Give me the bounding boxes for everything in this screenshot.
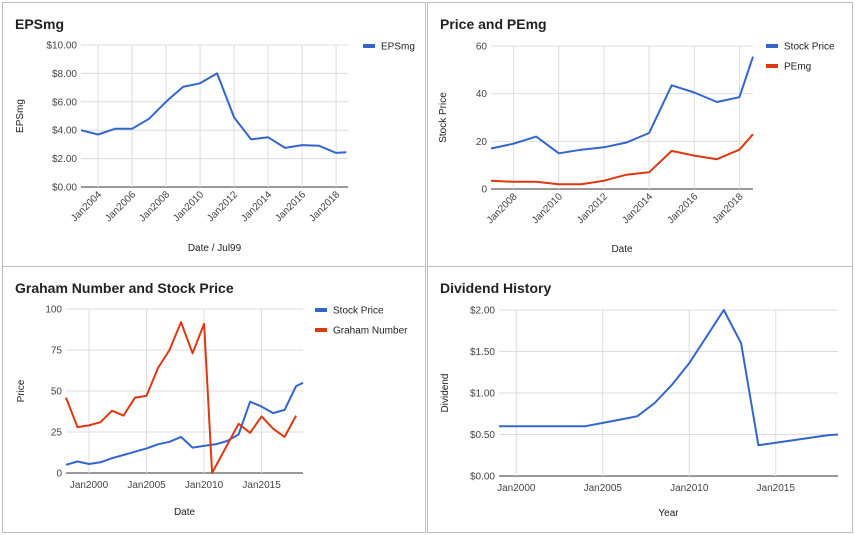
x-axis-label: Year (658, 508, 679, 519)
y-tick-label: $4.00 (52, 126, 77, 137)
x-tick-label: Jan2015 (757, 483, 796, 494)
x-tick-label: Jan2005 (127, 480, 166, 491)
legend-label: Stock Price (333, 306, 384, 317)
x-tick-label: Jan2010 (171, 189, 206, 224)
x-tick-label: Jan2012 (205, 189, 240, 224)
y-tick-label: $8.00 (52, 69, 77, 80)
x-tick-label: Jan2016 (273, 189, 308, 224)
y-tick-label: 75 (51, 346, 63, 357)
y-tick-label: $1.00 (470, 389, 495, 400)
graham-chart: Graham Number and Stock Price 0 25 50 75 100 J… (15, 280, 408, 518)
chart-title: Dividend History (440, 280, 551, 296)
x-tick-label: Jan2016 (665, 191, 700, 226)
y-tick-label: 60 (476, 42, 488, 53)
y-tick-label: $0.00 (52, 183, 77, 194)
x-tick-label: Jan2010 (670, 483, 709, 494)
y-tick-label: $10.00 (46, 41, 77, 52)
chart-title: Graham Number and Stock Price (15, 280, 234, 296)
y-tick-label: $6.00 (52, 97, 77, 108)
x-tick-label: Jan2000 (70, 480, 109, 491)
legend-label: Stock Price (784, 42, 835, 53)
legend-swatch (363, 44, 375, 48)
y-tick-label: 50 (51, 387, 63, 398)
x-tick-label: Jan2005 (584, 483, 623, 494)
y-tick-label: 25 (51, 428, 63, 439)
series-line-graham-number (65, 321, 297, 474)
price-pe-chart: Price and PEmg 0 20 40 60 Jan2008 Jan2010 Jan20… (438, 16, 835, 255)
legend-label: Graham Number (333, 326, 408, 337)
y-tick-label: $0.00 (470, 472, 495, 483)
y-tick-label: 0 (56, 469, 62, 480)
x-tick-label: Jan2018 (711, 191, 746, 226)
legend-swatch (315, 308, 327, 312)
x-tick-label: Jan2012 (575, 191, 610, 226)
y-tick-label: $0.50 (470, 430, 495, 441)
eps-chart-panel: EPSmg $0.00 $2.00 $4.00 $6.00 $8.00 $10.00 Jan2… (2, 2, 426, 267)
series-line-stock-price (490, 56, 754, 155)
chart-title: Price and PEmg (440, 16, 547, 32)
legend-swatch (315, 328, 327, 332)
eps-chart: EPSmg $0.00 $2.00 $4.00 $6.00 $8.00 $10.00 Jan2… (15, 16, 415, 254)
y-tick-label: $2.00 (470, 306, 495, 317)
y-axis-label: Dividend (440, 374, 451, 413)
x-axis-label: Date (611, 244, 633, 255)
dividend-chart: Dividend History $0.00 $0.50 $1.00 $1.50 $2.0… (440, 280, 839, 519)
price-pe-chart-panel: Price and PEmg 0 20 40 60 Jan2008 Jan2010 Jan20… (427, 2, 853, 267)
y-axis-label: EPSmg (15, 99, 26, 133)
y-tick-label: 0 (481, 185, 487, 196)
x-tick-label: Jan2010 (530, 191, 565, 226)
x-axis-label: Date (174, 507, 196, 518)
dividend-chart-panel: Dividend History $0.00 $0.50 $1.00 $1.50 $2.0… (427, 266, 853, 533)
x-tick-label: Jan2000 (497, 483, 536, 494)
series-line-stock-price (65, 381, 304, 466)
x-axis-label: Date / Jul99 (188, 243, 242, 254)
x-tick-label: Jan2010 (185, 480, 224, 491)
legend-swatch (766, 64, 778, 68)
x-tick-label: Jan2014 (620, 191, 655, 226)
y-tick-label: $1.50 (470, 347, 495, 358)
x-tick-label: Jan2018 (307, 189, 342, 224)
x-tick-label: Jan2014 (239, 189, 274, 224)
series-line-epsmg (80, 72, 347, 154)
x-tick-label: Jan2006 (103, 189, 138, 224)
x-tick-label: Jan2004 (69, 189, 104, 224)
x-tick-label: Jan2008 (137, 189, 172, 224)
chart-title: EPSmg (15, 16, 64, 32)
legend-swatch (766, 44, 778, 48)
y-tick-label: 40 (476, 89, 488, 100)
legend-label: PEmg (784, 62, 811, 73)
y-axis-label: Stock Price (438, 92, 449, 143)
y-tick-label: 20 (476, 137, 488, 148)
x-tick-label: Jan2015 (242, 480, 281, 491)
y-axis-label: Price (16, 379, 27, 402)
y-tick-label: $2.00 (52, 154, 77, 165)
series-line-pemg (490, 133, 754, 186)
y-tick-label: 100 (45, 305, 62, 316)
x-tick-label: Jan2008 (485, 191, 520, 226)
legend-label: EPSmg (381, 42, 415, 53)
series-line-dividend (499, 309, 839, 447)
graham-chart-panel: Graham Number and Stock Price 0 25 50 75 100 J… (2, 266, 426, 533)
